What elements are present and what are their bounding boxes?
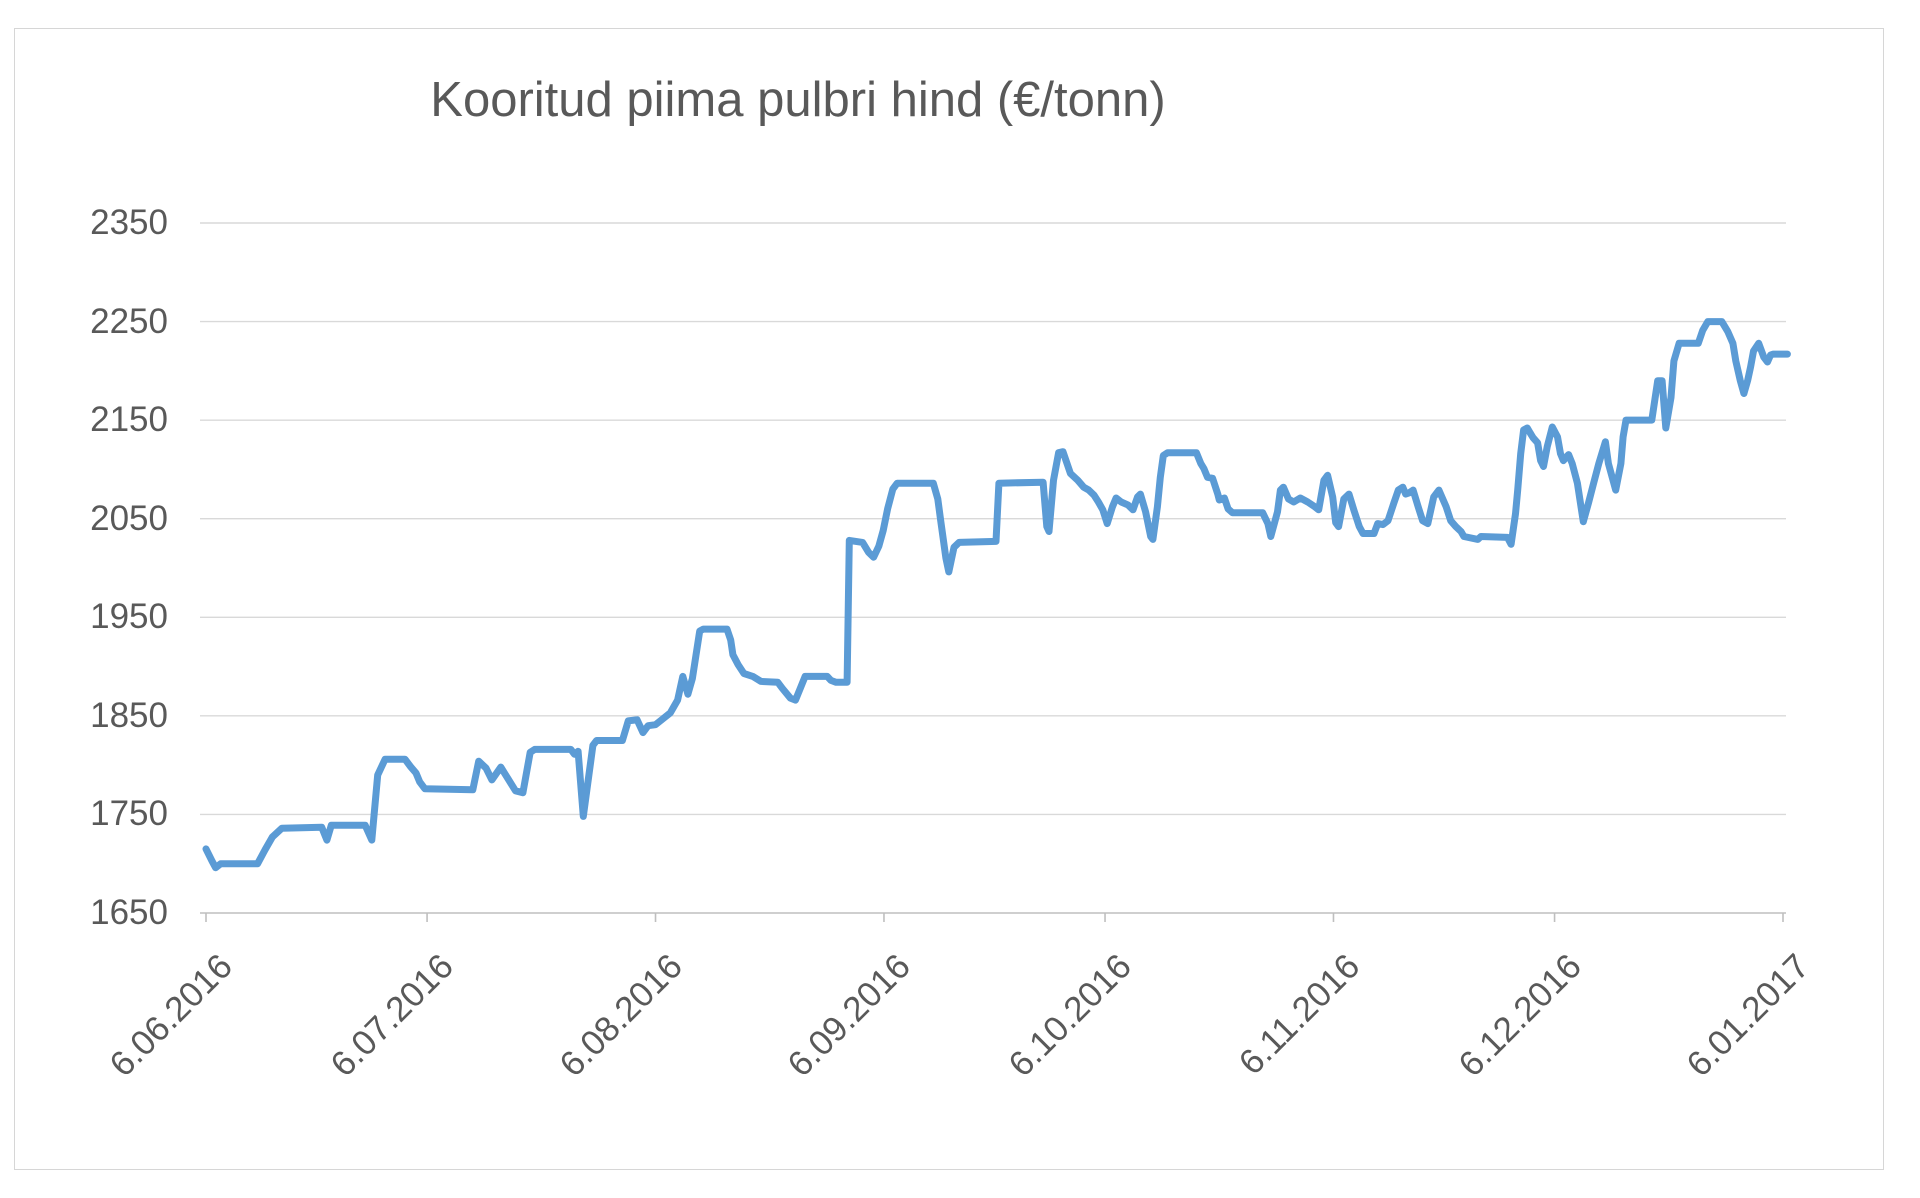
price-line-series: [202, 318, 1791, 872]
y-tick-label: 1750: [90, 794, 168, 834]
y-tick-label: 2150: [90, 400, 168, 440]
chart-title: Kooritud piima pulbri hind (€/tonn): [430, 73, 1166, 127]
y-tick-label: 2350: [90, 203, 168, 242]
chart-border-frame: [14, 28, 1884, 1170]
y-tick-label: 2050: [90, 498, 168, 538]
y-tick-label: 1850: [90, 695, 168, 735]
y-tick-label: 2250: [90, 301, 168, 341]
y-tick-label: 1650: [90, 893, 168, 932]
y-tick-label: 1950: [90, 597, 168, 637]
